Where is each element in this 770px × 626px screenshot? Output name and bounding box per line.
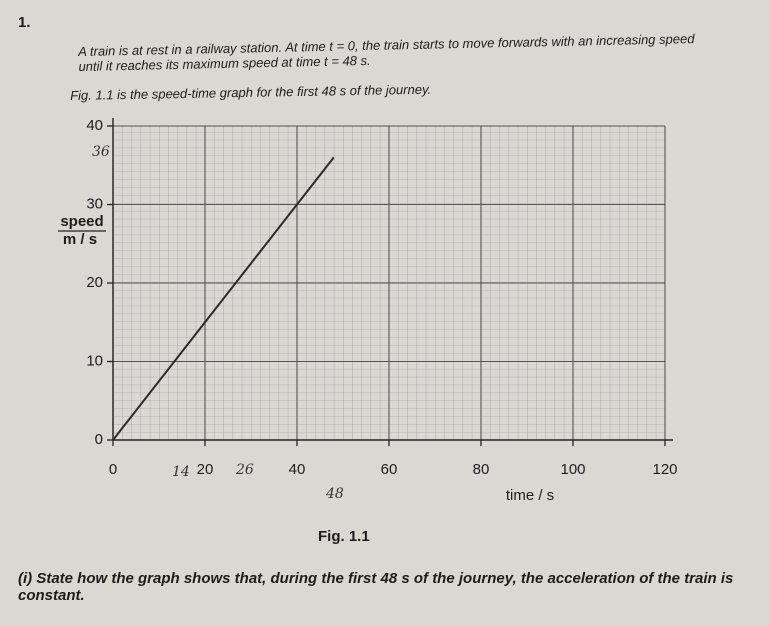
x-tick-label: 120: [652, 461, 677, 478]
figure-caption: Fig. 1.1: [318, 528, 370, 545]
y-tick-label: 10: [86, 352, 103, 369]
handwritten-note: 14: [172, 464, 190, 480]
handwritten-note: 48: [325, 486, 344, 502]
x-tick-label: 0: [109, 461, 117, 478]
question-number: 1.: [18, 14, 31, 31]
handwritten-note: 36: [92, 144, 110, 160]
y-tick-label: 0: [95, 431, 103, 448]
y-axis-label: speed: [60, 213, 103, 230]
x-tick-label: 100: [560, 461, 585, 478]
x-tick-label: 40: [289, 461, 306, 478]
y-tick-label: 30: [86, 195, 103, 212]
x-tick-label: 80: [473, 461, 490, 478]
y-tick-label: 20: [86, 274, 103, 291]
x-tick-label: 60: [381, 461, 398, 478]
y-axis-unit: m / s: [63, 231, 97, 248]
y-tick-label: 40: [86, 117, 103, 134]
x-tick-label: 20: [197, 461, 214, 478]
data-line: [112, 156, 335, 441]
question-text: (i) State how the graph shows that, duri…: [18, 570, 734, 604]
handwritten-note: 26: [235, 462, 254, 478]
x-axis-label: time / s: [506, 487, 554, 504]
